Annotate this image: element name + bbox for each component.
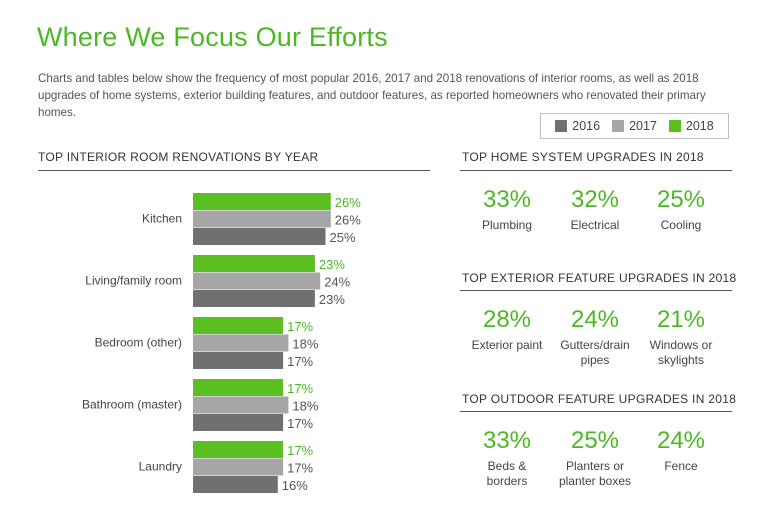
stat-exterior-paint: 28% Exterior paint — [462, 306, 552, 353]
data-label-kitchen-2018: 26% — [335, 195, 361, 210]
stat-cooling: 25% Cooling — [636, 186, 726, 233]
category-label-bedroom-other: Bedroom (other) — [95, 336, 182, 350]
bar-laundry-2018 — [193, 441, 284, 458]
data-label-bedroom-other-2016: 17% — [287, 354, 313, 369]
data-label-kitchen-2017: 26% — [335, 213, 361, 228]
stat-value: 24% — [656, 427, 706, 454]
legend-swatch-2018 — [668, 120, 681, 132]
data-label-laundry-2016: 16% — [282, 478, 308, 493]
chart-title-rule — [38, 170, 430, 171]
legend-item-2016: 2016 — [555, 119, 600, 133]
stat-value: 21% — [656, 306, 706, 333]
page-subtitle: Charts and tables below show the frequen… — [38, 72, 706, 119]
data-label-bathroom-master-2016: 17% — [287, 416, 313, 431]
interior-renovations-chart: Kitchen 26% 26% 25% Living/family room 23% 24%… — [82, 193, 361, 493]
stat-windows: 21% Windows or skylights — [636, 306, 726, 368]
stat-plumbing: 33% Plumbing — [462, 186, 552, 233]
legend-label-2016: 2016 — [572, 119, 601, 133]
legend-swatch-2016 — [555, 120, 568, 132]
data-label-kitchen-2016: 25% — [330, 230, 356, 245]
stat-label: Exterior paint — [471, 338, 543, 352]
bar-laundry-2016 — [193, 476, 278, 493]
stat-value: 32% — [570, 186, 620, 213]
outdoor-rule — [460, 411, 732, 412]
data-label-living-family-room-2018: 23% — [319, 257, 345, 272]
stat-value: 33% — [482, 427, 532, 454]
legend-label-2018: 2018 — [685, 119, 714, 133]
bar-bedroom-other-2018 — [193, 317, 284, 334]
bar-bedroom-other-2017 — [193, 334, 289, 352]
bar-kitchen-2017 — [193, 210, 331, 228]
bar-kitchen-2018 — [193, 193, 331, 210]
data-label-bathroom-master-2017: 18% — [292, 399, 318, 414]
page-title: Where We Focus Our Efforts — [37, 22, 388, 52]
bar-kitchen-2016 — [193, 228, 326, 245]
bar-living-family-room-2018 — [193, 255, 315, 272]
data-label-living-family-room-2017: 24% — [324, 275, 350, 290]
bar-living-family-room-2017 — [193, 272, 321, 290]
data-label-laundry-2018: 17% — [287, 443, 313, 458]
stat-value: 24% — [570, 306, 620, 333]
bar-bathroom-master-2016 — [193, 414, 284, 431]
stat-beds-borders: 33% Beds & borders — [462, 427, 552, 489]
legend-swatch-2017 — [612, 120, 625, 132]
home-systems-title: TOP HOME SYSTEM UPGRADES IN 2018 — [462, 150, 704, 164]
stat-label: Plumbing — [481, 218, 533, 232]
category-label-laundry: Laundry — [139, 460, 182, 474]
stat-fence: 24% Fence — [636, 427, 726, 474]
stat-value: 25% — [656, 186, 706, 213]
stat-value: 28% — [482, 306, 532, 333]
bar-bathroom-master-2017 — [193, 396, 289, 414]
stat-value: 25% — [570, 427, 620, 454]
stat-planters: 25% Planters or planter boxes — [550, 427, 640, 489]
outdoor-title: TOP OUTDOOR FEATURE UPGRADES IN 2018 — [462, 392, 737, 406]
bar-living-family-room-2016 — [193, 290, 315, 307]
data-label-living-family-room-2016: 23% — [319, 292, 345, 307]
stat-value: 33% — [482, 186, 532, 213]
legend-item-2017: 2017 — [612, 119, 657, 133]
exterior-title: TOP EXTERIOR FEATURE UPGRADES IN 2018 — [462, 271, 737, 285]
bar-bathroom-master-2018 — [193, 379, 284, 396]
stat-label: Gutters/drain pipes — [560, 338, 630, 367]
stat-electrical: 32% Electrical — [550, 186, 640, 233]
stat-label: Planters or planter boxes — [558, 459, 632, 488]
chart-legend: 2016 2017 2018 — [540, 113, 729, 139]
chart-title: TOP INTERIOR ROOM RENOVATIONS BY YEAR — [38, 150, 319, 164]
category-label-living-family-room: Living/family room — [85, 274, 182, 288]
data-label-laundry-2017: 17% — [287, 461, 313, 476]
exterior-rule — [460, 290, 732, 291]
category-label-kitchen: Kitchen — [142, 212, 182, 226]
data-label-bedroom-other-2018: 17% — [287, 319, 313, 334]
stat-label: Fence — [664, 459, 698, 473]
stat-label: Electrical — [570, 218, 620, 232]
data-label-bedroom-other-2017: 18% — [292, 337, 318, 352]
stat-label: Cooling — [660, 218, 702, 232]
stat-gutters: 24% Gutters/drain pipes — [550, 306, 640, 368]
bar-bedroom-other-2016 — [193, 352, 284, 369]
category-label-bathroom-master: Bathroom (master) — [82, 398, 182, 412]
data-label-bathroom-master-2018: 17% — [287, 381, 313, 396]
stat-label: Beds & borders — [486, 459, 528, 488]
legend-item-2018: 2018 — [668, 119, 714, 133]
stat-label: Windows or skylights — [649, 338, 713, 367]
home-systems-rule — [460, 170, 732, 171]
legend-label-2017: 2017 — [629, 119, 657, 133]
bar-laundry-2017 — [193, 458, 284, 476]
